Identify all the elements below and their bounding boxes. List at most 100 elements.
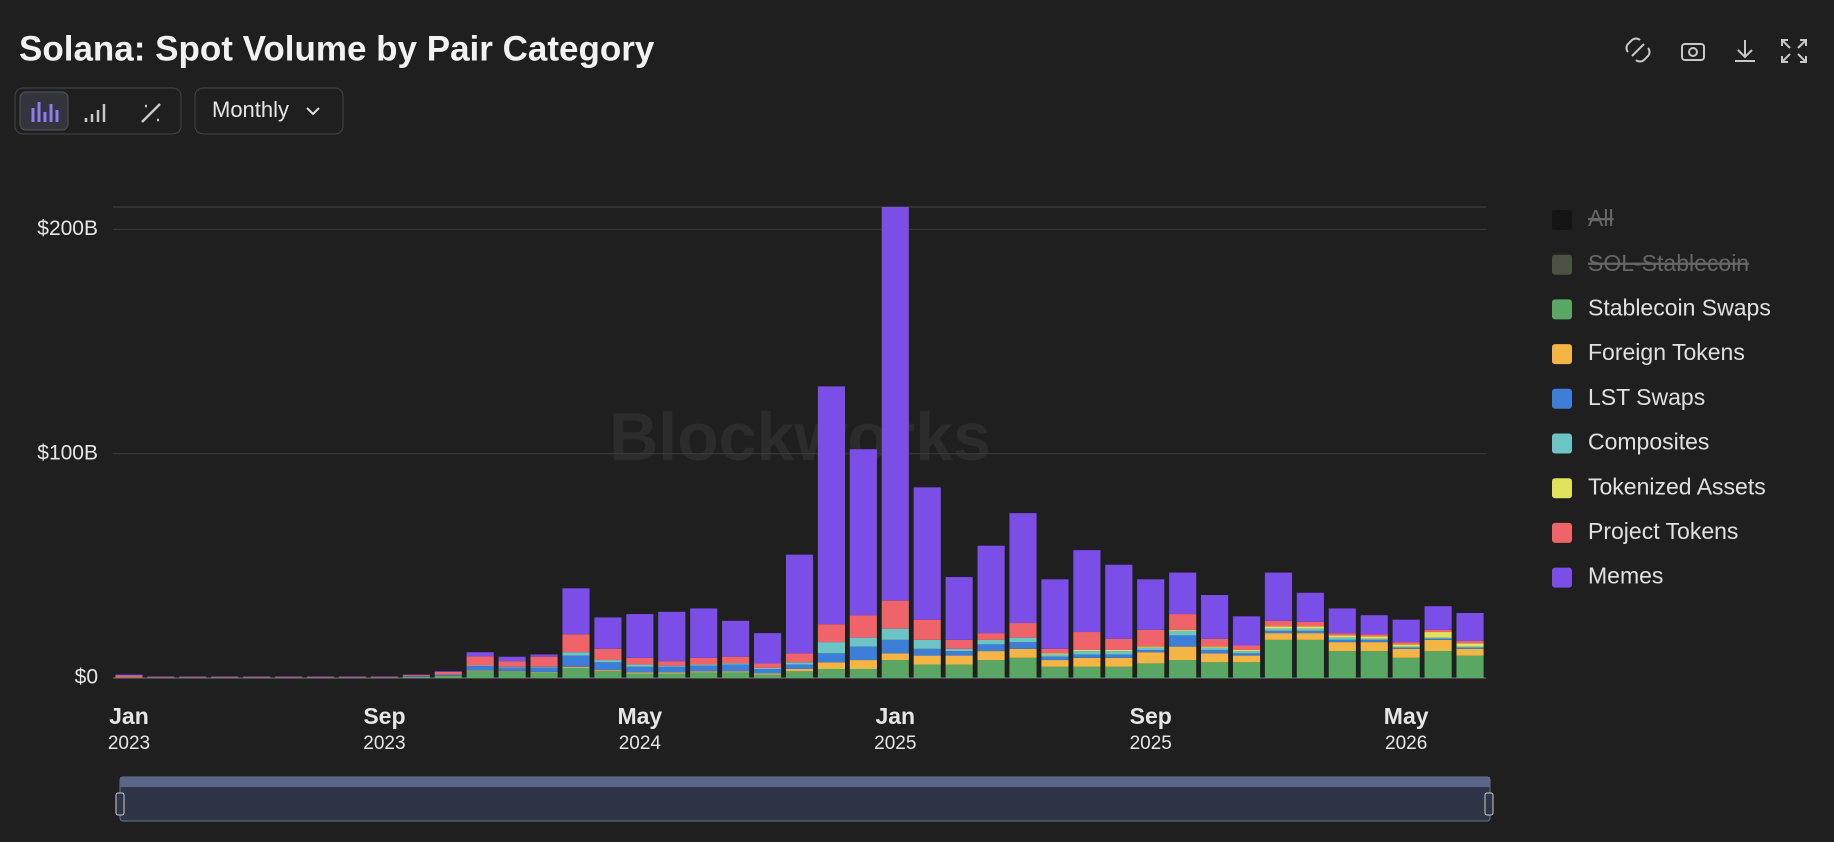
x-tick-label: Jan 2025 <box>874 703 916 754</box>
legend-label[interactable]: Foreign Tokens <box>1588 339 1745 365</box>
bar-segment <box>1264 628 1293 631</box>
bar-segment <box>722 672 750 678</box>
fullscreen-icon[interactable] <box>1781 39 1807 63</box>
bar-segment <box>1073 649 1101 652</box>
bar-segment <box>690 657 718 665</box>
bar-segment <box>753 667 782 670</box>
bar-segment <box>849 637 877 647</box>
bar-segment <box>1360 638 1388 640</box>
chart-title: Solana: Spot Volume by Pair Category <box>19 29 655 68</box>
bar-segment <box>1105 666 1133 678</box>
bar-segment <box>1201 595 1229 639</box>
bar-segment <box>530 656 558 667</box>
bar-segment <box>594 648 622 661</box>
legend-label[interactable]: Composites <box>1588 429 1709 455</box>
bar-segment <box>1392 642 1420 645</box>
link-icon[interactable] <box>1625 37 1651 63</box>
bar-segment <box>1041 666 1069 678</box>
bar-segment <box>1232 645 1261 650</box>
bar-segment <box>1328 639 1356 643</box>
bar-segment <box>1328 635 1356 638</box>
bar-segment <box>1137 652 1165 664</box>
legend-label[interactable]: Project Tokens <box>1588 518 1738 544</box>
bar-segment <box>594 660 622 663</box>
bar-segment <box>849 669 877 678</box>
navigator-handle-bar[interactable] <box>120 777 1490 787</box>
legend-swatch <box>1552 433 1572 454</box>
bar-segment <box>1137 629 1165 647</box>
bar-segment <box>179 676 207 678</box>
legend-label[interactable]: All <box>1588 205 1614 231</box>
bar-segment <box>466 671 494 678</box>
legend-label[interactable]: Memes <box>1588 563 1663 589</box>
bar-segment <box>1456 646 1484 648</box>
legend-label[interactable]: Stablecoin Swaps <box>1588 294 1771 320</box>
download-icon[interactable] <box>1735 40 1755 62</box>
bar-segment <box>817 642 846 654</box>
bar-segment <box>817 386 846 625</box>
bar-segment <box>1296 592 1324 622</box>
bar-segment <box>817 624 846 643</box>
x-tick-label: Sep 2023 <box>363 703 405 754</box>
bar-segment <box>722 664 750 672</box>
bar-segment <box>370 676 398 678</box>
x-tick-part: 2025 <box>1130 733 1172 754</box>
bar-segment <box>1041 660 1069 667</box>
bar-segment <box>594 617 622 649</box>
legend-label[interactable]: Tokenized Assets <box>1588 473 1766 499</box>
bar-segment <box>1137 646 1165 648</box>
x-tick-label: Jan 2023 <box>108 703 150 754</box>
navigator-left-handle[interactable] <box>115 792 125 816</box>
legend-label[interactable]: LST Swaps <box>1588 384 1705 410</box>
bar-segment <box>690 608 718 658</box>
navigator-right-handle[interactable] <box>1484 792 1494 816</box>
bar-segment <box>466 656 494 666</box>
x-tick-part: 2023 <box>363 733 405 754</box>
bar-segment <box>913 487 941 620</box>
legend-swatch <box>1552 299 1572 320</box>
bar-segment <box>753 669 782 674</box>
bar-segment <box>498 667 526 671</box>
bar-segment <box>658 661 686 666</box>
bar-segment <box>115 675 143 678</box>
bar-segment <box>1328 642 1356 652</box>
bar-segment <box>594 671 622 678</box>
bar-segment <box>530 666 558 668</box>
bar-segment <box>881 628 909 640</box>
bar-segment <box>338 676 367 678</box>
legend-label[interactable]: SOL-Stablecoin <box>1588 250 1749 276</box>
camera-icon[interactable] <box>1681 43 1705 61</box>
stacked-button[interactable] <box>19 91 69 131</box>
bar-segment <box>1296 626 1324 629</box>
bar-segment <box>466 665 494 667</box>
bar-segment <box>785 653 814 663</box>
bar-segment <box>1360 642 1388 652</box>
bar-segment <box>722 663 750 665</box>
bar-segment <box>1169 660 1197 678</box>
period-dropdown[interactable] <box>194 87 344 135</box>
percent-button[interactable] <box>141 103 161 123</box>
bar-segment <box>913 655 941 665</box>
bar-segment <box>1424 629 1452 633</box>
bar-button[interactable] <box>84 104 106 122</box>
bar-segment <box>1137 579 1165 630</box>
legend-swatch <box>1552 254 1572 275</box>
bar-segment <box>977 660 1005 678</box>
bar-segment <box>1392 657 1420 678</box>
bar-segment <box>498 661 526 667</box>
bar-segment <box>1264 633 1293 640</box>
bar-segment <box>1009 513 1037 624</box>
bar-segment <box>498 656 526 662</box>
bar-segment <box>1201 649 1229 654</box>
bar-segment <box>1360 634 1388 637</box>
bar-segment <box>1009 642 1037 649</box>
bar-segment <box>594 662 622 671</box>
bar-segment <box>1264 620 1293 627</box>
bar-segment <box>1424 638 1452 640</box>
bar-segment <box>817 653 846 663</box>
bar-segment <box>1264 626 1293 629</box>
x-tick-part: 2026 <box>1385 733 1427 754</box>
bar-segment <box>1424 639 1452 652</box>
